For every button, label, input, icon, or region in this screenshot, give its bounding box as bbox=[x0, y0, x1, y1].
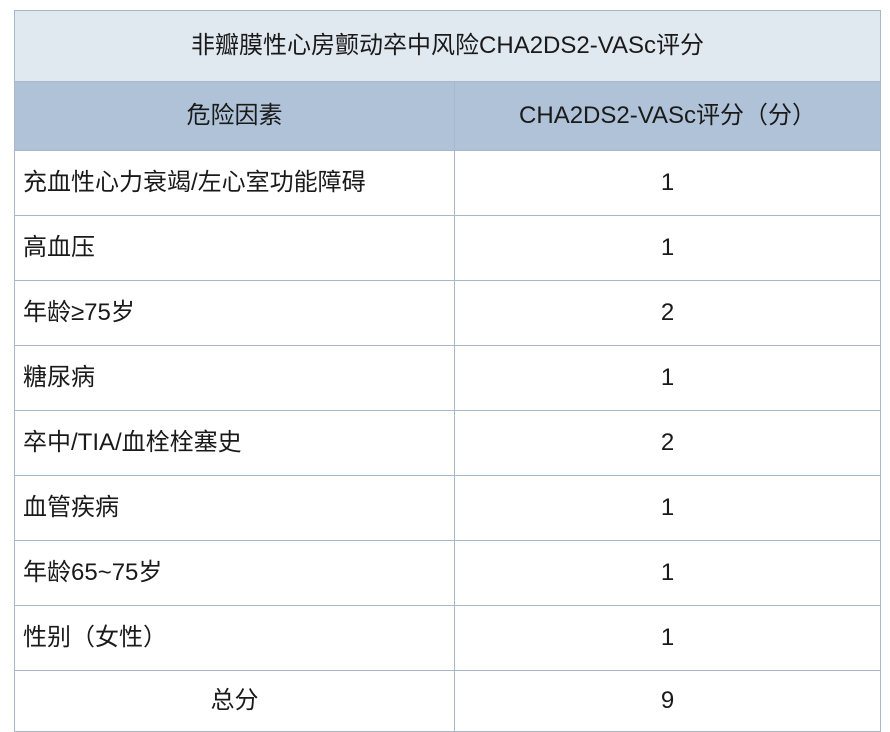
score-cell: 1 bbox=[455, 476, 881, 541]
score-cell: 1 bbox=[455, 346, 881, 411]
header-factor: 危险因素 bbox=[15, 82, 455, 151]
factor-cell: 年龄65~75岁 bbox=[15, 541, 455, 606]
score-cell: 1 bbox=[455, 151, 881, 216]
total-label: 总分 bbox=[15, 671, 455, 732]
table-total-row: 总分 9 bbox=[15, 671, 881, 732]
table-row: 性别（女性） 1 bbox=[15, 606, 881, 671]
table-header-row: 危险因素 CHA2DS2-VASc评分（分） bbox=[15, 82, 881, 151]
factor-cell: 卒中/TIA/血栓栓塞史 bbox=[15, 411, 455, 476]
score-cell: 2 bbox=[455, 411, 881, 476]
table-row: 年龄≥75岁 2 bbox=[15, 281, 881, 346]
table-title: 非瓣膜性心房颤动卒中风险CHA2DS2-VASc评分 bbox=[15, 11, 881, 82]
factor-cell: 高血压 bbox=[15, 216, 455, 281]
score-table-container: 非瓣膜性心房颤动卒中风险CHA2DS2-VASc评分 危险因素 CHA2DS2-… bbox=[14, 10, 880, 732]
table-row: 高血压 1 bbox=[15, 216, 881, 281]
factor-cell: 糖尿病 bbox=[15, 346, 455, 411]
score-cell: 2 bbox=[455, 281, 881, 346]
factor-cell: 年龄≥75岁 bbox=[15, 281, 455, 346]
score-cell: 1 bbox=[455, 541, 881, 606]
table-row: 卒中/TIA/血栓栓塞史 2 bbox=[15, 411, 881, 476]
factor-cell: 血管疾病 bbox=[15, 476, 455, 541]
factor-cell: 性别（女性） bbox=[15, 606, 455, 671]
score-cell: 1 bbox=[455, 606, 881, 671]
table-title-row: 非瓣膜性心房颤动卒中风险CHA2DS2-VASc评分 bbox=[15, 11, 881, 82]
table-row: 年龄65~75岁 1 bbox=[15, 541, 881, 606]
score-cell: 1 bbox=[455, 216, 881, 281]
table-row: 糖尿病 1 bbox=[15, 346, 881, 411]
header-score: CHA2DS2-VASc评分（分） bbox=[455, 82, 881, 151]
table-row: 充血性心力衰竭/左心室功能障碍 1 bbox=[15, 151, 881, 216]
score-table: 非瓣膜性心房颤动卒中风险CHA2DS2-VASc评分 危险因素 CHA2DS2-… bbox=[14, 10, 881, 732]
table-row: 血管疾病 1 bbox=[15, 476, 881, 541]
total-value: 9 bbox=[455, 671, 881, 732]
factor-cell: 充血性心力衰竭/左心室功能障碍 bbox=[15, 151, 455, 216]
